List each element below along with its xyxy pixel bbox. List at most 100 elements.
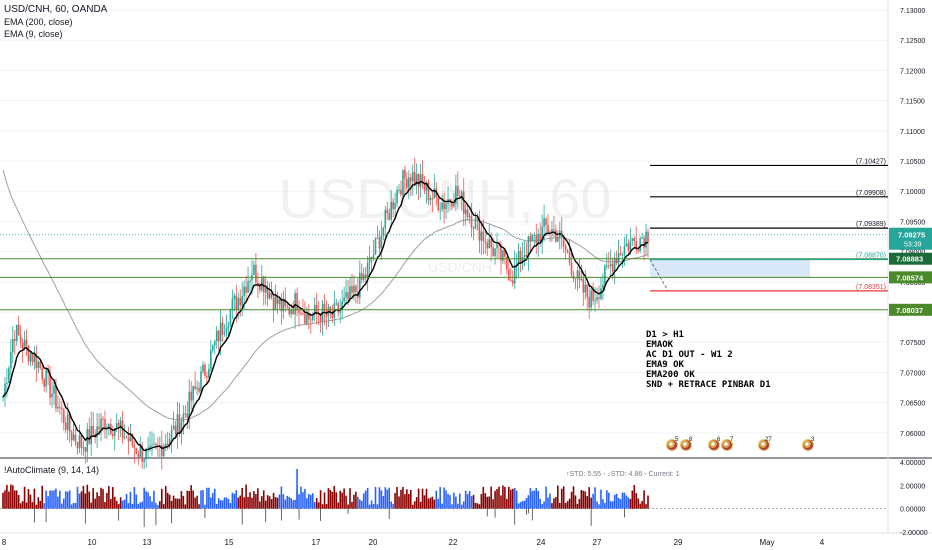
- histogram-bar: [268, 496, 271, 509]
- candle-body: [82, 447, 85, 449]
- candle: [615, 250, 618, 266]
- histogram-bar: [611, 501, 614, 509]
- candle-body: [615, 257, 618, 264]
- note-line: SND + RETRACE PINBAR D1: [646, 380, 771, 390]
- level-price-tag[interactable]: [889, 271, 932, 284]
- candle: [645, 223, 647, 256]
- symbol-title[interactable]: USD/CNH, 60, OANDA: [4, 4, 108, 15]
- candle-body: [519, 250, 522, 264]
- candle: [455, 174, 457, 212]
- event-flag[interactable]: [708, 439, 720, 451]
- histogram-bar: [100, 487, 102, 509]
- level-price-tag[interactable]: [889, 252, 932, 265]
- candle-body: [578, 270, 581, 280]
- candle: [547, 213, 549, 236]
- candle: [84, 447, 87, 464]
- candle-body: [247, 281, 249, 293]
- candle-body: [335, 303, 338, 305]
- current-price-tag[interactable]: [889, 227, 932, 250]
- candle-body: [225, 328, 228, 334]
- stop-level-label: (7.08351): [856, 284, 886, 291]
- histogram-bar: [535, 488, 538, 509]
- candle: [496, 232, 498, 258]
- histogram-bar: [123, 499, 126, 509]
- level-price-value: 7.08037: [896, 306, 923, 315]
- event-flag[interactable]: [666, 439, 678, 451]
- candle: [53, 380, 55, 406]
- candle-body: [545, 218, 547, 225]
- candle-body: [443, 202, 445, 210]
- candle-body: [174, 425, 177, 435]
- level-price-value: 7.08883: [896, 255, 923, 264]
- candle: [153, 433, 155, 446]
- candle-body: [535, 235, 538, 244]
- candle-body: [104, 419, 106, 430]
- fib-level-label: (7.10427): [856, 158, 886, 165]
- candle: [506, 256, 508, 275]
- candle: [70, 429, 73, 447]
- histogram-bar: [200, 490, 202, 509]
- histogram-bar: [478, 504, 481, 509]
- indicator-legend[interactable]: !AutoClimate (9, 14, 14): [4, 465, 100, 475]
- candle-body: [272, 297, 275, 311]
- level-price-tag[interactable]: [889, 303, 932, 316]
- candle-body: [492, 247, 494, 256]
- candle-body: [643, 237, 645, 248]
- histogram-bar: [345, 495, 347, 509]
- candle-body: [117, 423, 120, 426]
- histogram-bar: [411, 504, 414, 509]
- histogram-bar: [551, 503, 553, 509]
- candle: [602, 273, 604, 301]
- histogram-bar: [251, 497, 253, 509]
- candle-body: [637, 249, 639, 251]
- histogram-bar: [621, 492, 624, 509]
- histogram-bar: [496, 489, 498, 509]
- histogram-bar: [455, 496, 457, 509]
- event-flag[interactable]: [758, 439, 770, 451]
- candle: [253, 260, 255, 276]
- candle: [268, 282, 271, 300]
- candle: [588, 283, 590, 319]
- histogram-bar: [13, 490, 16, 509]
- event-flag[interactable]: [680, 439, 692, 451]
- histogram-bar: [302, 492, 304, 509]
- histogram-spike: [143, 508, 145, 528]
- histogram-bar: [211, 492, 214, 509]
- histogram-bar: [255, 494, 257, 509]
- histogram-bar: [292, 500, 294, 509]
- candle-body: [570, 262, 573, 275]
- histogram-bar: [537, 490, 540, 509]
- candle: [194, 371, 196, 391]
- candle: [211, 344, 214, 353]
- candle-body: [380, 235, 383, 249]
- candle: [529, 232, 532, 253]
- candle: [613, 252, 616, 284]
- event-flag[interactable]: [802, 439, 814, 451]
- candle: [429, 195, 432, 206]
- histogram-bar: [453, 492, 455, 509]
- candle-body: [566, 250, 569, 253]
- histogram-bar: [588, 487, 590, 509]
- histogram-bar: [72, 503, 75, 509]
- candle-body: [204, 364, 206, 376]
- histogram-bar: [304, 488, 306, 509]
- ema-9-legend[interactable]: EMA (9, close): [4, 29, 63, 39]
- candle: [129, 423, 132, 442]
- ema-200-legend[interactable]: EMA (200, close): [4, 17, 73, 27]
- event-flag[interactable]: [721, 439, 733, 451]
- candle-body: [88, 429, 91, 444]
- histogram-bar: [523, 500, 526, 509]
- histogram-bar: [613, 494, 616, 509]
- candle: [396, 186, 398, 207]
- candle-body: [241, 295, 243, 306]
- histogram-bar: [288, 496, 291, 509]
- histogram-bar: [647, 495, 649, 509]
- candle-body: [194, 386, 196, 389]
- histogram-bar: [557, 485, 559, 509]
- histogram-bar: [96, 492, 98, 509]
- candle: [386, 201, 389, 221]
- candle: [408, 170, 410, 200]
- candle-body: [478, 217, 481, 241]
- candle: [531, 233, 534, 242]
